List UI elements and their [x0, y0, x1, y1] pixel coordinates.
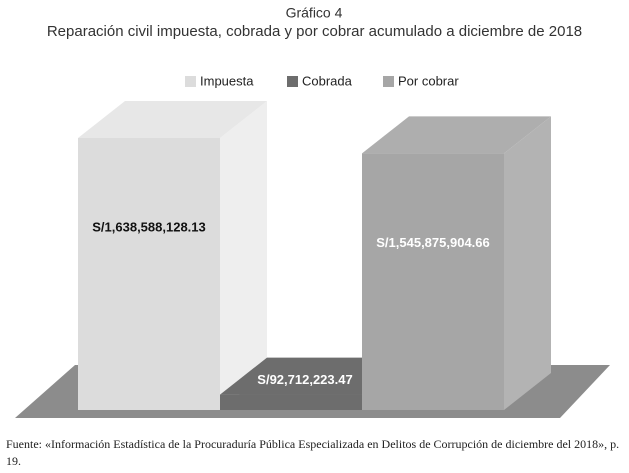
value-label: S/92,712,223.47 — [257, 372, 352, 387]
legend-swatch — [185, 76, 196, 87]
legend-swatch — [287, 76, 298, 87]
bar-top — [78, 101, 267, 138]
subtitle-box: Reparación civil impuesta, cobrada y por… — [46, 23, 583, 40]
legend-label: Por cobrar — [398, 73, 459, 88]
legend-swatch — [383, 76, 394, 87]
chart-title: Gráfico 4 — [286, 5, 343, 21]
bar — [220, 394, 362, 410]
legend-label: Cobrada — [302, 73, 353, 88]
value-label: S/1,638,588,128.13 — [92, 219, 206, 234]
legend-label: Impuesta — [200, 73, 254, 88]
chart: Gráfico 4 Reparación civil impuesta, cob… — [15, 5, 610, 418]
bar — [78, 138, 220, 410]
bar-top — [220, 357, 409, 395]
bar-top — [362, 116, 551, 154]
bar-side — [220, 101, 267, 410]
value-label: S/1,545,875,904.66 — [376, 235, 490, 250]
bar-side — [504, 116, 551, 411]
chart-subtitle: Reparación civil impuesta, cobrada y por… — [46, 23, 583, 40]
source-note: Fuente: «Información Estadística de la P… — [6, 437, 620, 468]
bar — [362, 153, 504, 411]
